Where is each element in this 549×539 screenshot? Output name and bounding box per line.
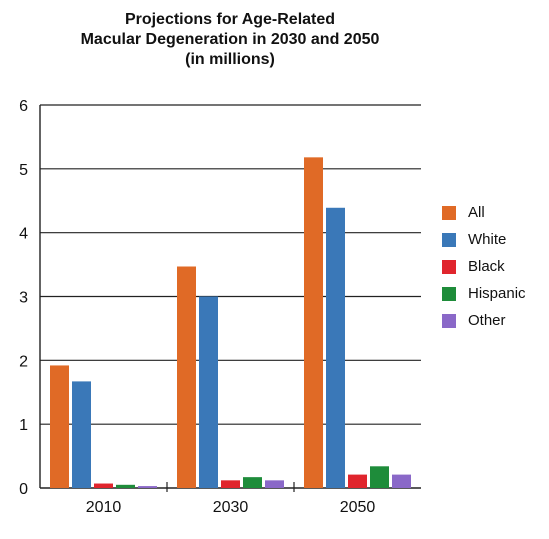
bar-hispanic-2010 <box>116 484 135 488</box>
y-tick-label: 4 <box>19 226 28 243</box>
legend-label: White <box>468 231 507 248</box>
bar-black-2010 <box>94 483 113 488</box>
legend-item-black: Black <box>442 253 526 280</box>
legend-swatch <box>442 205 456 220</box>
legend-item-white: White <box>442 226 526 253</box>
bar-white-2050 <box>326 207 345 488</box>
chart-title-line-3: (in millions) <box>185 51 275 68</box>
bar-hispanic-2050 <box>370 466 389 488</box>
legend-item-all: All <box>442 199 526 226</box>
bar-black-2030 <box>221 480 240 488</box>
legend-label: All <box>468 204 485 221</box>
chart-title-line-2: Macular Degeneration in 2030 and 2050 <box>80 31 380 48</box>
bar-other-2030 <box>265 480 284 488</box>
y-tick-label: 0 <box>19 481 28 498</box>
y-tick-label: 6 <box>19 98 28 115</box>
y-tick-label: 5 <box>19 162 28 179</box>
bar-hispanic-2030 <box>243 477 262 488</box>
legend-label: Hispanic <box>468 285 526 302</box>
chart-title-line-1: Projections for Age-Related <box>124 11 336 28</box>
bar-other-2010 <box>138 486 157 488</box>
bar-other-2050 <box>392 474 411 488</box>
legend-swatch <box>442 286 456 301</box>
legend-swatch <box>442 259 456 274</box>
legend-swatch <box>442 232 456 247</box>
legend: All White Black Hispanic Other <box>442 199 526 334</box>
y-tick-label: 3 <box>19 290 28 307</box>
bar-all-2030 <box>177 266 196 488</box>
legend-item-hispanic: Hispanic <box>442 280 526 307</box>
x-tick-label: 2010 <box>86 499 122 516</box>
legend-label: Black <box>468 258 505 275</box>
bar-black-2050 <box>348 474 367 488</box>
bar-white-2030 <box>199 296 218 488</box>
y-tick-label: 1 <box>19 417 28 434</box>
y-tick-label: 2 <box>19 353 28 370</box>
bar-white-2010 <box>72 381 91 488</box>
bar-all-2050 <box>304 157 323 489</box>
legend-swatch <box>442 313 456 328</box>
x-tick-label: 2050 <box>340 499 376 516</box>
x-tick-label: 2030 <box>213 499 249 516</box>
bar-all-2010 <box>50 365 69 488</box>
legend-label: Other <box>468 312 506 329</box>
legend-item-other: Other <box>442 307 526 334</box>
chart-title: Projections for Age-Related Macular Dege… <box>0 10 460 70</box>
